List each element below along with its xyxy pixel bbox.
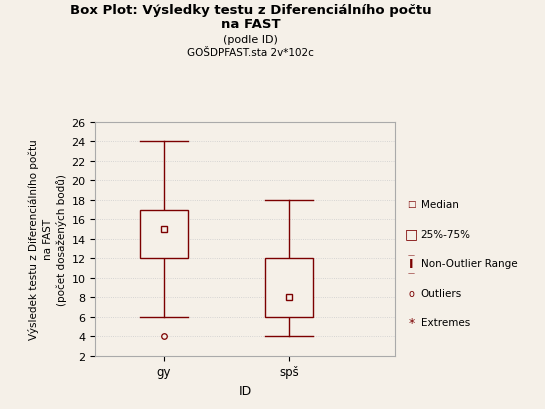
- Text: Median: Median: [421, 200, 458, 209]
- Text: GOŠDPFAST.sta 2v*102c: GOŠDPFAST.sta 2v*102c: [187, 48, 314, 58]
- Bar: [265, 259, 313, 317]
- Text: Outliers: Outliers: [421, 288, 462, 298]
- Text: □: □: [405, 227, 418, 241]
- Text: —: —: [408, 270, 415, 275]
- Text: Extremes: Extremes: [421, 317, 470, 327]
- Text: □: □: [407, 200, 416, 209]
- Bar: [141, 210, 188, 259]
- X-axis label: ID: ID: [239, 384, 252, 397]
- Text: 25%-75%: 25%-75%: [421, 229, 471, 239]
- Text: Non-Outlier Range: Non-Outlier Range: [421, 258, 517, 268]
- Y-axis label: Výsledek testu z Diferenciálního počtu
na FAST
(počet dosažených bodů): Výsledek testu z Diferenciálního počtu n…: [28, 139, 67, 339]
- Text: I: I: [409, 257, 414, 270]
- Text: (podle ID): (podle ID): [223, 35, 278, 45]
- Text: o: o: [409, 288, 414, 298]
- Text: na FAST: na FAST: [221, 18, 281, 31]
- Text: —: —: [408, 252, 415, 257]
- Text: *: *: [408, 316, 415, 329]
- Text: Box Plot: Výsledky testu z Diferenciálního počtu: Box Plot: Výsledky testu z Diferenciální…: [70, 4, 432, 17]
